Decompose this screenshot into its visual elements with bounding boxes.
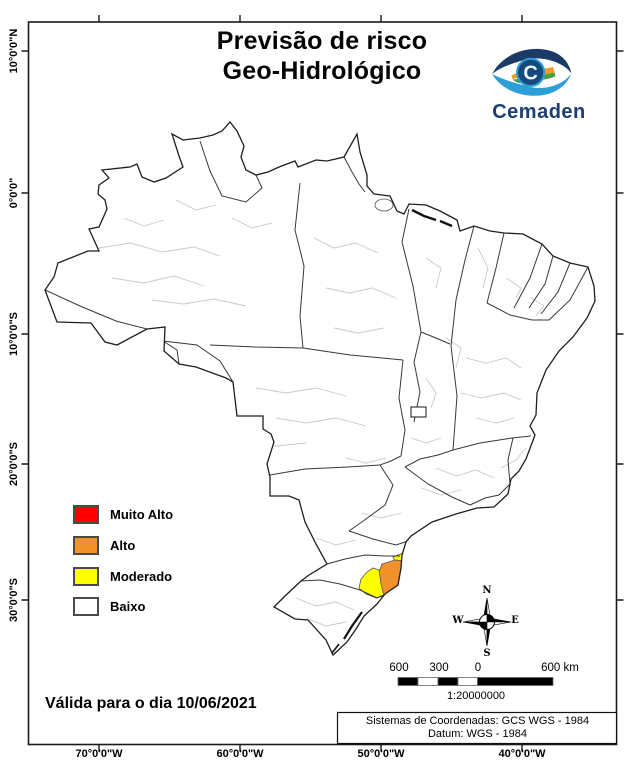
legend-label-alto: Alto — [110, 538, 136, 553]
lon-label-60w: 60°0'0"W — [216, 748, 264, 760]
legend-label-moderado: Moderado — [110, 569, 173, 584]
svg-text:C: C — [523, 63, 537, 85]
scale-ratio: 1:20000000 — [446, 690, 506, 702]
coastal-details — [331, 208, 453, 654]
municipal-boundaries — [98, 199, 545, 627]
crs-box — [336, 711, 618, 745]
compass-s-label: S — [483, 648, 491, 659]
legend-item-moderado: Moderado — [73, 567, 172, 586]
lat-label-0: 0°0'0" — [8, 177, 20, 209]
lon-label-40w: 40°0'0"W — [498, 748, 546, 760]
scale-bar — [397, 677, 554, 686]
federal-district-box — [410, 406, 427, 418]
legend-swatch-baixo — [73, 597, 99, 616]
legend-swatch-muito-alto — [73, 505, 99, 524]
compass-e-label: E — [511, 615, 519, 626]
map-title-line1: Previsão de risco — [216, 27, 428, 55]
map-title-line2: Geo-Hidrológico — [222, 57, 422, 85]
lat-label-20s: 20°0'0"S — [8, 441, 20, 487]
map-frame — [27, 21, 618, 746]
crs-line2: Datum: WGS - 1984 — [427, 728, 528, 740]
lon-label-70w: 70°0'0"W — [75, 748, 123, 760]
graticule-ticks — [21, 15, 624, 752]
state-boundaries — [45, 140, 589, 599]
legend-swatch-alto — [73, 536, 99, 555]
validity-note: Válida para o dia 10/06/2021 — [45, 695, 257, 712]
compass-rose-icon — [462, 597, 512, 647]
lat-label-10s: 10°0'0"S — [8, 311, 20, 357]
cemaden-eye-icon: C — [492, 48, 572, 96]
scale-label-600km: 600 km — [541, 662, 579, 674]
scale-label-600-left: 600 — [389, 662, 409, 674]
compass-w-label: W — [452, 615, 464, 626]
legend-item-baixo: Baixo — [73, 597, 145, 616]
lon-label-50w: 50°0'0"W — [357, 748, 405, 760]
legend-item-muito-alto: Muito Alto — [73, 505, 173, 524]
lat-label-30s: 30°0'0"S — [8, 577, 20, 623]
map-title: Previsão de risco Geo-Hidrológico — [172, 26, 472, 86]
scale-label-0: 0 — [474, 662, 482, 674]
legend-swatch-moderado — [73, 567, 99, 586]
cemaden-wordmark: Cemaden — [492, 101, 586, 123]
crs-line1: Sistemas de Coordenadas: GCS WGS - 1984 — [365, 715, 590, 727]
legend-label-muito-alto: Muito Alto — [110, 507, 174, 522]
lat-label-10n: 10°0'0"N — [8, 28, 20, 74]
scale-label-300: 300 — [429, 662, 449, 674]
compass-n-label: N — [482, 585, 492, 596]
legend-label-baixo: Baixo — [110, 599, 146, 614]
legend-item-alto: Alto — [73, 536, 135, 555]
